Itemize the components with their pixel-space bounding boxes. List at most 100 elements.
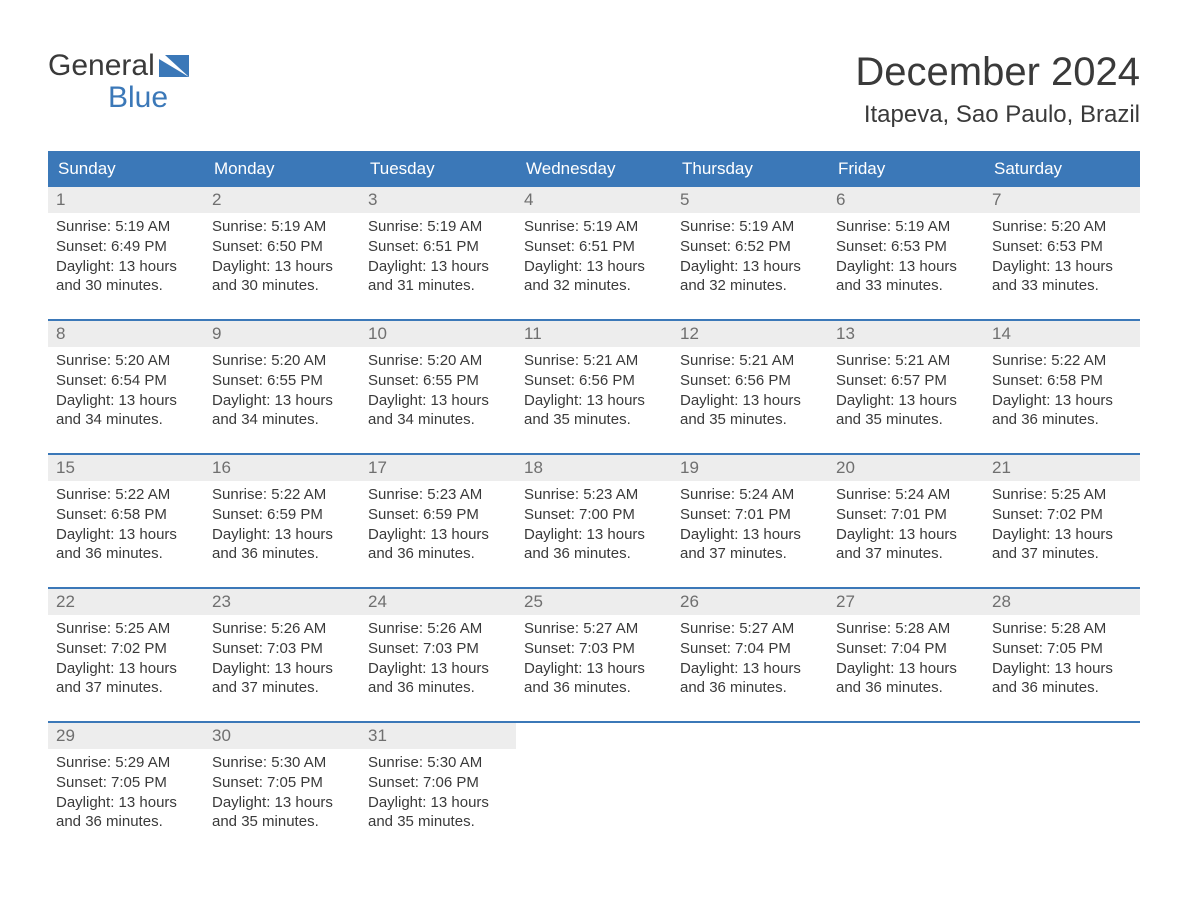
sunrise-line: Sunrise: 5:21 AM: [836, 351, 976, 371]
sunset-line: Sunset: 7:06 PM: [368, 773, 508, 793]
sunset-line: Sunset: 7:03 PM: [212, 639, 352, 659]
daylight-line-2: and 37 minutes.: [56, 678, 196, 698]
daylight-line-2: and 36 minutes.: [56, 544, 196, 564]
daylight-line-2: and 36 minutes.: [992, 410, 1132, 430]
day-body: Sunrise: 5:20 AMSunset: 6:54 PMDaylight:…: [48, 347, 204, 436]
day-body: Sunrise: 5:19 AMSunset: 6:53 PMDaylight:…: [828, 213, 984, 302]
daylight-line-2: and 37 minutes.: [992, 544, 1132, 564]
daylight-line-2: and 32 minutes.: [680, 276, 820, 296]
day-number: 29: [48, 723, 204, 749]
daylight-line-2: and 36 minutes.: [992, 678, 1132, 698]
sunset-line: Sunset: 6:57 PM: [836, 371, 976, 391]
sunrise-line: Sunrise: 5:26 AM: [212, 619, 352, 639]
calendar-day: 6Sunrise: 5:19 AMSunset: 6:53 PMDaylight…: [828, 187, 984, 305]
sunset-line: Sunset: 6:58 PM: [56, 505, 196, 525]
day-body: Sunrise: 5:21 AMSunset: 6:56 PMDaylight:…: [516, 347, 672, 436]
day-number: 2: [204, 187, 360, 213]
sunset-line: Sunset: 6:59 PM: [368, 505, 508, 525]
calendar-day: 30Sunrise: 5:30 AMSunset: 7:05 PMDayligh…: [204, 723, 360, 841]
daylight-line-2: and 37 minutes.: [836, 544, 976, 564]
day-number: 20: [828, 455, 984, 481]
daylight-line-2: and 37 minutes.: [212, 678, 352, 698]
day-number: [516, 723, 672, 749]
weekday-header: Tuesday: [360, 151, 516, 187]
daylight-line-1: Daylight: 13 hours: [992, 391, 1132, 411]
day-number: 6: [828, 187, 984, 213]
day-body: Sunrise: 5:29 AMSunset: 7:05 PMDaylight:…: [48, 749, 204, 838]
daylight-line-1: Daylight: 13 hours: [836, 391, 976, 411]
weekday-header: Wednesday: [516, 151, 672, 187]
calendar-day: 23Sunrise: 5:26 AMSunset: 7:03 PMDayligh…: [204, 589, 360, 707]
daylight-line-1: Daylight: 13 hours: [368, 525, 508, 545]
sunrise-line: Sunrise: 5:24 AM: [836, 485, 976, 505]
calendar-body: 1Sunrise: 5:19 AMSunset: 6:49 PMDaylight…: [48, 187, 1140, 841]
daylight-line-2: and 35 minutes.: [836, 410, 976, 430]
daylight-line-1: Daylight: 13 hours: [680, 525, 820, 545]
title-block: December 2024 Itapeva, Sao Paulo, Brazil: [855, 50, 1140, 129]
day-body: Sunrise: 5:27 AMSunset: 7:04 PMDaylight:…: [672, 615, 828, 704]
calendar-day: 2Sunrise: 5:19 AMSunset: 6:50 PMDaylight…: [204, 187, 360, 305]
day-number: 23: [204, 589, 360, 615]
sunrise-line: Sunrise: 5:24 AM: [680, 485, 820, 505]
daylight-line-2: and 36 minutes.: [56, 812, 196, 832]
daylight-line-2: and 35 minutes.: [524, 410, 664, 430]
sunset-line: Sunset: 7:04 PM: [836, 639, 976, 659]
sunset-line: Sunset: 7:01 PM: [680, 505, 820, 525]
calendar-day: [984, 723, 1140, 841]
day-number: 18: [516, 455, 672, 481]
sunrise-line: Sunrise: 5:22 AM: [212, 485, 352, 505]
daylight-line-2: and 36 minutes.: [368, 544, 508, 564]
daylight-line-1: Daylight: 13 hours: [56, 391, 196, 411]
day-body: Sunrise: 5:30 AMSunset: 7:05 PMDaylight:…: [204, 749, 360, 838]
daylight-line-1: Daylight: 13 hours: [836, 525, 976, 545]
sunset-line: Sunset: 7:03 PM: [368, 639, 508, 659]
daylight-line-1: Daylight: 13 hours: [56, 659, 196, 679]
calendar-day: 17Sunrise: 5:23 AMSunset: 6:59 PMDayligh…: [360, 455, 516, 573]
daylight-line-1: Daylight: 13 hours: [212, 391, 352, 411]
calendar-week: 29Sunrise: 5:29 AMSunset: 7:05 PMDayligh…: [48, 721, 1140, 841]
weekday-header: Sunday: [48, 151, 204, 187]
day-number: 30: [204, 723, 360, 749]
logo: General Blue: [48, 50, 189, 113]
sunrise-line: Sunrise: 5:19 AM: [680, 217, 820, 237]
daylight-line-2: and 36 minutes.: [524, 544, 664, 564]
day-number: 26: [672, 589, 828, 615]
calendar-day: [516, 723, 672, 841]
day-body: Sunrise: 5:25 AMSunset: 7:02 PMDaylight:…: [48, 615, 204, 704]
sunrise-line: Sunrise: 5:19 AM: [524, 217, 664, 237]
day-number: 28: [984, 589, 1140, 615]
calendar-day: 29Sunrise: 5:29 AMSunset: 7:05 PMDayligh…: [48, 723, 204, 841]
day-body: Sunrise: 5:19 AMSunset: 6:52 PMDaylight:…: [672, 213, 828, 302]
sunset-line: Sunset: 6:53 PM: [836, 237, 976, 257]
sunset-line: Sunset: 7:02 PM: [56, 639, 196, 659]
day-number: 7: [984, 187, 1140, 213]
calendar-day: 27Sunrise: 5:28 AMSunset: 7:04 PMDayligh…: [828, 589, 984, 707]
day-number: 21: [984, 455, 1140, 481]
logo-word-1: General: [48, 50, 155, 82]
sunset-line: Sunset: 6:51 PM: [368, 237, 508, 257]
day-number: [672, 723, 828, 749]
daylight-line-2: and 34 minutes.: [368, 410, 508, 430]
daylight-line-1: Daylight: 13 hours: [836, 257, 976, 277]
sunset-line: Sunset: 7:01 PM: [836, 505, 976, 525]
sunset-line: Sunset: 6:55 PM: [368, 371, 508, 391]
daylight-line-1: Daylight: 13 hours: [524, 257, 664, 277]
calendar-week: 22Sunrise: 5:25 AMSunset: 7:02 PMDayligh…: [48, 587, 1140, 707]
sunrise-line: Sunrise: 5:21 AM: [680, 351, 820, 371]
day-number: 11: [516, 321, 672, 347]
calendar-week: 15Sunrise: 5:22 AMSunset: 6:58 PMDayligh…: [48, 453, 1140, 573]
day-body: Sunrise: 5:21 AMSunset: 6:57 PMDaylight:…: [828, 347, 984, 436]
day-body: Sunrise: 5:24 AMSunset: 7:01 PMDaylight:…: [672, 481, 828, 570]
sunrise-line: Sunrise: 5:29 AM: [56, 753, 196, 773]
sunset-line: Sunset: 6:54 PM: [56, 371, 196, 391]
daylight-line-2: and 36 minutes.: [212, 544, 352, 564]
sunset-line: Sunset: 6:56 PM: [680, 371, 820, 391]
daylight-line-2: and 36 minutes.: [524, 678, 664, 698]
calendar-day: 8Sunrise: 5:20 AMSunset: 6:54 PMDaylight…: [48, 321, 204, 439]
daylight-line-1: Daylight: 13 hours: [368, 257, 508, 277]
calendar-day: 28Sunrise: 5:28 AMSunset: 7:05 PMDayligh…: [984, 589, 1140, 707]
daylight-line-2: and 35 minutes.: [212, 812, 352, 832]
sunset-line: Sunset: 6:58 PM: [992, 371, 1132, 391]
calendar-day: 21Sunrise: 5:25 AMSunset: 7:02 PMDayligh…: [984, 455, 1140, 573]
daylight-line-1: Daylight: 13 hours: [56, 257, 196, 277]
